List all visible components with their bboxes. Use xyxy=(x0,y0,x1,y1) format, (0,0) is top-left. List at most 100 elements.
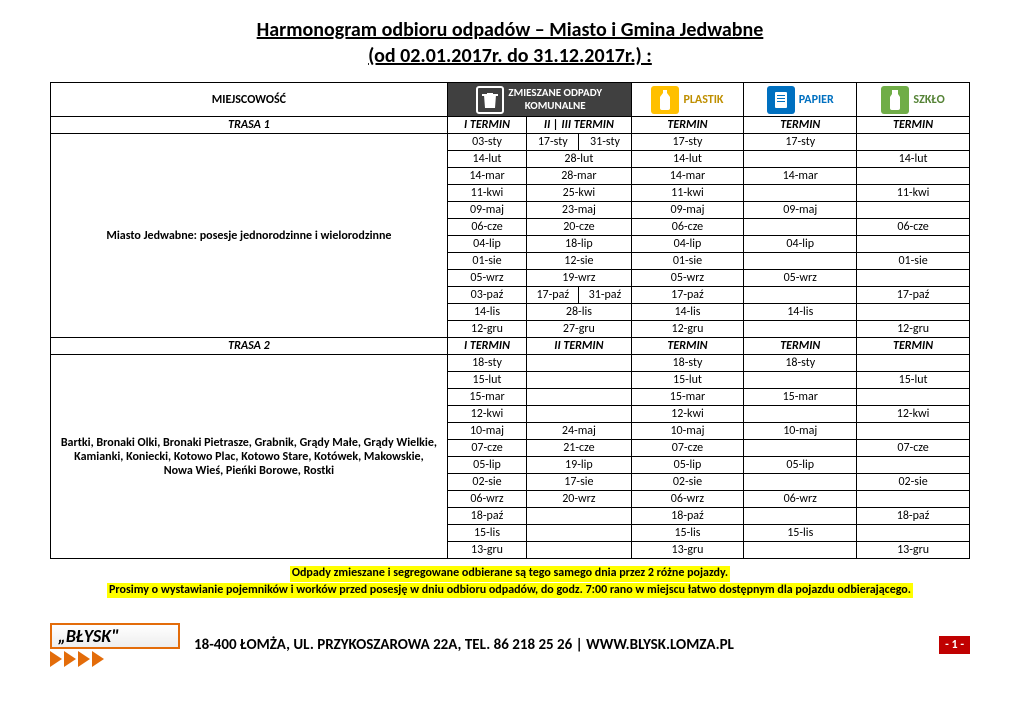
col-header: II | III TERMIN xyxy=(527,117,631,134)
date-cell: 28-lis xyxy=(527,304,631,321)
paper-icon xyxy=(767,86,795,114)
date-cell xyxy=(744,287,857,304)
date-cell: 20-cze xyxy=(527,219,631,236)
note-line-2: Prosimy o wystawianie pojemników i workó… xyxy=(107,583,913,599)
date-cell: 03-paź xyxy=(447,287,526,304)
date-cell: 12-gru xyxy=(631,321,744,338)
date-cell: 12-gru xyxy=(447,321,526,338)
date-cell: 13-gru xyxy=(447,542,526,559)
date-cell xyxy=(527,406,631,423)
date-cell: 05-lip xyxy=(631,457,744,474)
category-glass: SZKŁO xyxy=(857,83,970,117)
chevron-icon xyxy=(50,651,62,667)
date-cell: 09-maj xyxy=(744,202,857,219)
date-cell xyxy=(857,202,970,219)
date-cell: 06-wrz xyxy=(631,491,744,508)
date-cell xyxy=(857,304,970,321)
col-header: TERMIN xyxy=(631,117,744,134)
date-cell xyxy=(744,185,857,202)
date-cell: 18-lip xyxy=(527,236,631,253)
date-cell xyxy=(744,321,857,338)
date-cell: 15-mar xyxy=(447,389,526,406)
date-cell: 18-sty xyxy=(631,355,744,372)
date-cell: 17-paź xyxy=(857,287,970,304)
date-cell: 01-sie xyxy=(857,253,970,270)
date-cell: 21-cze xyxy=(527,440,631,457)
date-cell xyxy=(857,389,970,406)
date-cell: 01-sie xyxy=(631,253,744,270)
date-cell: 19-lip xyxy=(527,457,631,474)
date-cell: 15-lut xyxy=(857,372,970,389)
date-cell: 11-kwi xyxy=(447,185,526,202)
col-header: I TERMIN xyxy=(447,338,526,355)
date-cell xyxy=(857,491,970,508)
date-cell xyxy=(857,423,970,440)
notes: Odpady zmieszane i segregowane odbierane… xyxy=(50,565,970,598)
date-cell: 15-mar xyxy=(631,389,744,406)
date-cell: 12-sie xyxy=(527,253,631,270)
date-cell: 15-lis xyxy=(631,525,744,542)
date-cell xyxy=(857,270,970,287)
date-cell: 15-lut xyxy=(631,372,744,389)
date-cell: 13-gru xyxy=(631,542,744,559)
trash-icon xyxy=(476,86,504,114)
logo: „BŁYSK" xyxy=(50,620,180,670)
date-cell: 24-maj xyxy=(527,423,631,440)
date-cell: 02-sie xyxy=(631,474,744,491)
date-cell xyxy=(527,389,631,406)
date-cell: 31-sty xyxy=(579,134,631,151)
date-cell: 25-kwi xyxy=(527,185,631,202)
date-cell xyxy=(744,474,857,491)
date-cell: 17-paź xyxy=(631,287,744,304)
date-cell xyxy=(857,525,970,542)
date-cell: 05-lip xyxy=(447,457,526,474)
date-cell: 18-sty xyxy=(744,355,857,372)
date-cell: 17-sty xyxy=(744,134,857,151)
footer-address: 18-400 ŁOMŻA, UL. PRZYKOSZAROWA 22A, TEL… xyxy=(194,636,925,654)
date-cell xyxy=(527,542,631,559)
note-line-1: Odpady zmieszane i segregowane odbierane… xyxy=(290,566,730,582)
date-cell: 09-maj xyxy=(631,202,744,219)
logo-chevrons xyxy=(50,651,180,667)
date-cell: 07-cze xyxy=(447,440,526,457)
date-cell: 07-cze xyxy=(857,440,970,457)
date-cell: 06-wrz xyxy=(744,491,857,508)
date-cell: 20-wrz xyxy=(527,491,631,508)
date-cell: 12-gru xyxy=(857,321,970,338)
date-cell xyxy=(744,508,857,525)
date-cell xyxy=(857,168,970,185)
date-cell: 17-sty xyxy=(527,134,579,151)
route-name: TRASA 1 xyxy=(51,117,448,134)
footer: „BŁYSK" 18-400 ŁOMŻA, UL. PRZYKOSZAROWA … xyxy=(50,620,970,670)
date-cell: 07-cze xyxy=(631,440,744,457)
doc-subtitle: (od 02.01.2017r. do 31.12.2017r.) : xyxy=(50,44,970,68)
date-cell: 14-lis xyxy=(447,304,526,321)
date-cell: 05-wrz xyxy=(631,270,744,287)
date-cell xyxy=(857,355,970,372)
date-cell: 17-sty xyxy=(631,134,744,151)
logo-text: „BŁYSK" xyxy=(50,623,180,649)
category-plastic: PLASTIK xyxy=(631,83,744,117)
date-cell: 03-sty xyxy=(447,134,526,151)
col-header: I TERMIN xyxy=(447,117,526,134)
location-cell: Bartki, Bronaki Olki, Bronaki Pietrasze,… xyxy=(51,355,448,559)
date-cell: 01-sie xyxy=(447,253,526,270)
date-cell xyxy=(527,508,631,525)
date-cell: 14-lis xyxy=(631,304,744,321)
chevron-icon xyxy=(92,651,104,667)
date-cell: 28-mar xyxy=(527,168,631,185)
date-cell: 12-kwi xyxy=(857,406,970,423)
date-cell: 14-lut xyxy=(857,151,970,168)
date-cell: 14-mar xyxy=(744,168,857,185)
date-cell: 17-sie xyxy=(527,474,631,491)
date-cell: 05-lip xyxy=(744,457,857,474)
date-cell: 18-paź xyxy=(857,508,970,525)
date-cell: 06-wrz xyxy=(447,491,526,508)
schedule-table: MIEJSCOWOŚĆ ZMIESZANE ODPADYKOMUNALNE PL… xyxy=(50,82,970,559)
date-cell: 27-gru xyxy=(527,321,631,338)
date-cell: 11-kwi xyxy=(857,185,970,202)
date-cell xyxy=(527,372,631,389)
date-cell xyxy=(744,219,857,236)
date-cell: 02-sie xyxy=(857,474,970,491)
date-cell: 12-kwi xyxy=(631,406,744,423)
